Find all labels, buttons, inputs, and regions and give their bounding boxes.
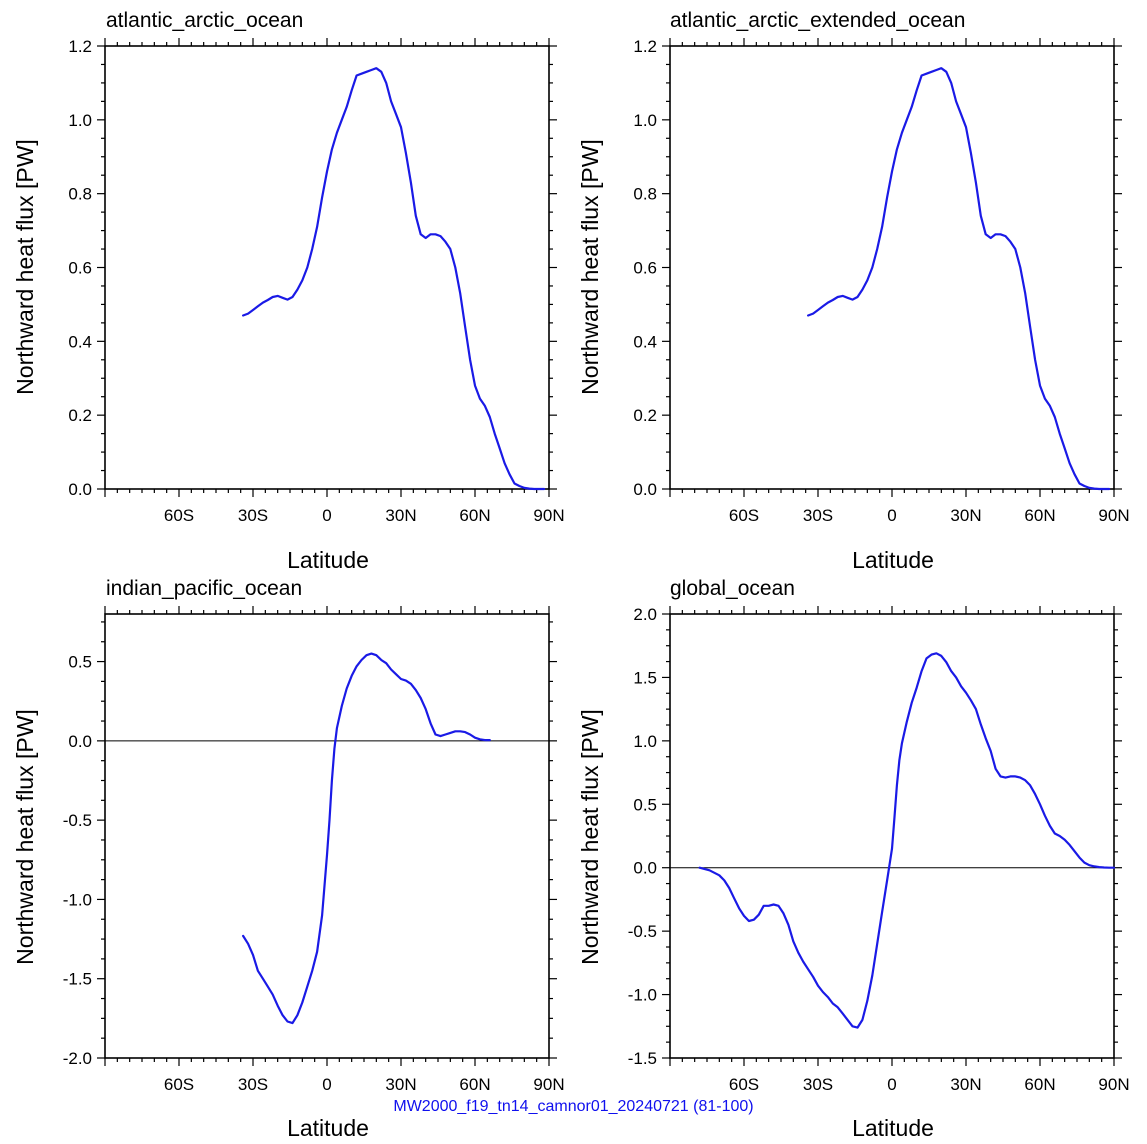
y-tick-label: 2.0 [633,605,657,624]
x-tick-label: 60S [164,1075,194,1094]
y-tick-label: -0.5 [63,811,92,830]
x-tick-label: 60S [729,506,759,525]
y-tick-label: 0.0 [68,732,92,751]
heat-flux-series-line [242,652,491,1025]
x-tick-label: 60N [459,1075,490,1094]
heat-flux-series-line [242,67,546,491]
x-tick-label: 60N [1024,1075,1055,1094]
x-tick-label: 0 [322,1075,331,1094]
y-tick-label: 1.5 [633,668,657,687]
y-tick-label: -1.5 [628,1049,657,1068]
y-tick-label: 1.0 [633,732,657,751]
y-tick-label: 0.5 [633,795,657,814]
heat-flux-series-line [698,652,1116,1029]
x-tick-label: 30N [385,506,416,525]
x-tick-label: 90N [1098,506,1129,525]
y-tick-label: 0.8 [68,185,92,204]
heat-flux-series-line [806,67,1111,491]
panel-indian-pacific-ocean: indian_pacific_ocean Latitude Northward … [12,577,565,1141]
x-tick-label: 60N [459,506,490,525]
y-axis-label: Northward heat flux [PW] [577,709,603,965]
y-tick-label: 0.4 [68,332,92,351]
x-axis-label: Latitude [287,1115,369,1141]
y-tick-label: 0.4 [633,332,657,351]
x-tick-label: 30N [950,1075,981,1094]
x-axis-label: Latitude [852,1115,934,1141]
y-tick-label: -2.0 [63,1049,92,1068]
y-tick-label: 0.2 [633,406,657,425]
x-tick-label: 0 [887,506,896,525]
x-tick-label: 30S [803,506,833,525]
x-axis-label: Latitude [287,547,369,573]
x-tick-label: 30S [238,506,268,525]
panel-title: atlantic_arctic_extended_ocean [670,9,965,32]
y-tick-label: -1.5 [63,970,92,989]
y-tick-label: 1.2 [633,37,657,56]
x-tick-label: 0 [322,506,331,525]
y-tick-label: 1.0 [68,111,92,130]
x-tick-label: 0 [887,1075,896,1094]
plot-frame [104,613,550,1059]
x-tick-label: 60N [1024,506,1055,525]
x-axis-label: Latitude [852,547,934,573]
panel-atlantic-arctic-ocean: atlantic_arctic_ocean Latitude Northward… [12,9,565,573]
y-tick-label: 0.5 [68,653,92,672]
panel-title: indian_pacific_ocean [106,577,302,600]
y-tick-label: 0.6 [68,259,92,278]
x-tick-label: 30S [803,1075,833,1094]
y-tick-label: -0.5 [628,922,657,941]
y-tick-label: -1.0 [628,986,657,1005]
x-tick-label: 60S [164,506,194,525]
y-tick-label: 0.0 [633,480,657,499]
x-tick-label: 30N [385,1075,416,1094]
y-tick-label: 0.8 [633,185,657,204]
x-tick-label: 90N [1098,1075,1129,1094]
panel-atlantic-arctic-extended-ocean: atlantic_arctic_extended_ocean Latitude … [577,9,1130,573]
y-axis-label: Northward heat flux [PW] [12,709,38,965]
y-tick-label: 1.2 [68,37,92,56]
y-tick-label: 0.0 [633,859,657,878]
panel-title: atlantic_arctic_ocean [106,9,303,32]
y-axis-label: Northward heat flux [PW] [12,139,38,395]
panel-title: global_ocean [670,577,795,600]
x-tick-label: 90N [533,1075,564,1094]
x-tick-label: 60S [729,1075,759,1094]
y-tick-label: 1.0 [633,111,657,130]
plot-frame [669,45,1115,490]
x-tick-label: 30N [950,506,981,525]
y-tick-label: 0.6 [633,259,657,278]
run-identifier-caption: MW2000_f19_tn14_camnor01_20240721 (81-10… [393,1098,754,1115]
y-tick-label: 0.0 [68,480,92,499]
panel-global-ocean: global_ocean Latitude Northward heat flu… [577,577,1130,1141]
y-tick-label: -1.0 [63,890,92,909]
y-axis-label: Northward heat flux [PW] [577,139,603,395]
plot-frame [104,45,550,490]
x-tick-label: 30S [238,1075,268,1094]
y-tick-label: 0.2 [68,406,92,425]
x-tick-label: 90N [533,506,564,525]
